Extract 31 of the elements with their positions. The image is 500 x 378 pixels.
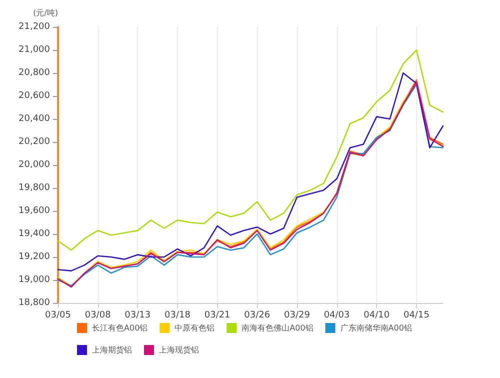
- x-tick-label: 03/29: [284, 310, 310, 320]
- x-tick-label: 03/21: [204, 310, 230, 320]
- y-axis-title: (元/吨): [33, 8, 58, 18]
- y-tick-label: 20,400: [18, 114, 50, 124]
- x-tick-label: 04/15: [403, 310, 430, 320]
- x-tick-label: 03/13: [124, 310, 151, 320]
- x-tick-label: 04/03: [324, 310, 350, 320]
- x-tick-label: 04/10: [364, 310, 390, 320]
- y-tick-label: 18,800: [18, 298, 50, 308]
- legend-label: 广东南储华南A00铝: [340, 324, 412, 332]
- legend-label: 上海现货铝: [159, 346, 199, 354]
- y-tick-label: 21,200: [18, 22, 50, 32]
- legend-label: 南海有色佛山A00铝: [242, 324, 314, 332]
- x-tick-label: 03/18: [164, 310, 191, 320]
- legend-label: 上海期货铝: [92, 346, 132, 354]
- y-tick-label: 19,400: [18, 229, 50, 239]
- line-series: [57, 49, 444, 251]
- y-tick-label: 21,000: [18, 45, 50, 55]
- y-tick-label: 20,600: [18, 91, 50, 101]
- y-tick-label: 20,200: [18, 137, 50, 147]
- x-tick-label: 03/05: [45, 310, 71, 320]
- y-tick-label: 19,800: [18, 183, 50, 193]
- y-tick-label: 20,800: [18, 68, 50, 78]
- y-tick-label: 19,000: [18, 275, 50, 285]
- x-tick-label: 03/26: [244, 310, 270, 320]
- legend-label: 长江有色A00铝: [92, 324, 148, 332]
- y-tick-label: 19,600: [18, 206, 50, 216]
- y-tick-label: 19,200: [18, 252, 50, 262]
- x-tick-label: 03/08: [84, 310, 112, 320]
- legend-label: 中原有色铝: [174, 324, 215, 332]
- y-tick-label: 20,000: [18, 160, 50, 170]
